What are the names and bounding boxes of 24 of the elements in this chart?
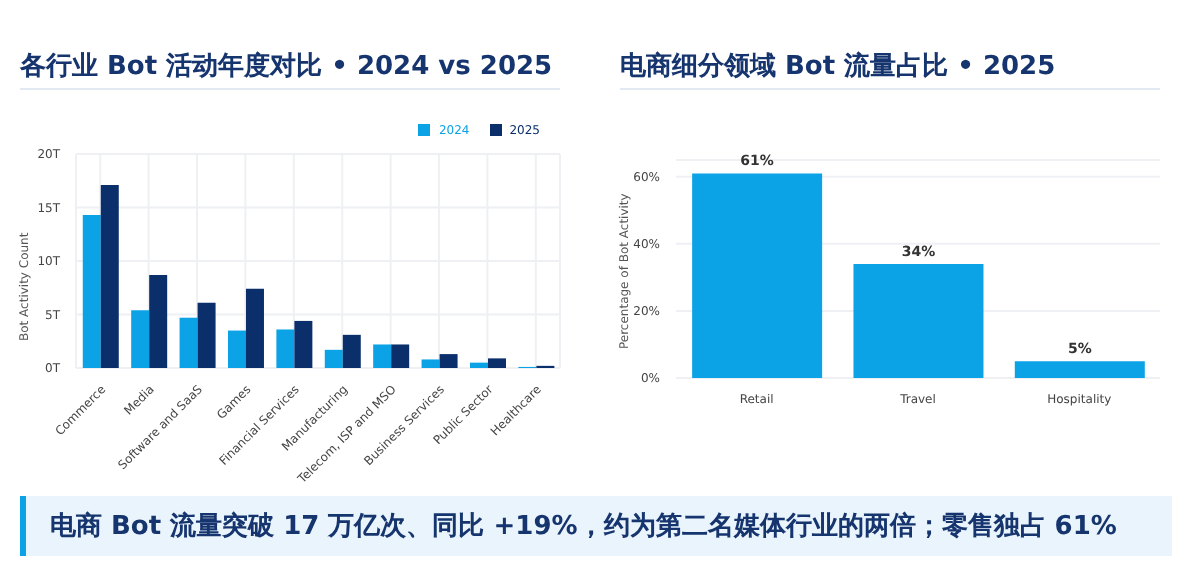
chart-title: 各行业 Bot 活动年度对比 • 2024 vs 2025 bbox=[20, 49, 553, 84]
chart-title: 电商细分领域 Bot 流量占比 • 2025 bbox=[620, 49, 1056, 84]
bar bbox=[294, 320, 313, 368]
bar bbox=[439, 354, 458, 368]
bar bbox=[324, 349, 343, 368]
bar bbox=[342, 334, 361, 368]
bar bbox=[245, 288, 264, 368]
bar bbox=[82, 214, 101, 368]
text: 电商 Bot 流量突破 17 万亿次、同比 +19%，约为第二名媒体行业的两倍；零售独占 61% bbox=[20, 496, 1172, 556]
bar bbox=[692, 173, 823, 378]
bar bbox=[227, 330, 246, 368]
bar bbox=[100, 185, 119, 368]
bar bbox=[276, 329, 295, 368]
bar bbox=[197, 302, 216, 368]
bar bbox=[131, 310, 150, 368]
bar bbox=[469, 362, 488, 368]
bar bbox=[487, 358, 506, 368]
bar bbox=[373, 344, 392, 368]
bar bbox=[149, 274, 168, 368]
bar bbox=[391, 344, 410, 368]
bar bbox=[179, 317, 198, 368]
bar bbox=[1014, 361, 1145, 378]
bar bbox=[853, 263, 984, 378]
bar bbox=[421, 359, 440, 368]
